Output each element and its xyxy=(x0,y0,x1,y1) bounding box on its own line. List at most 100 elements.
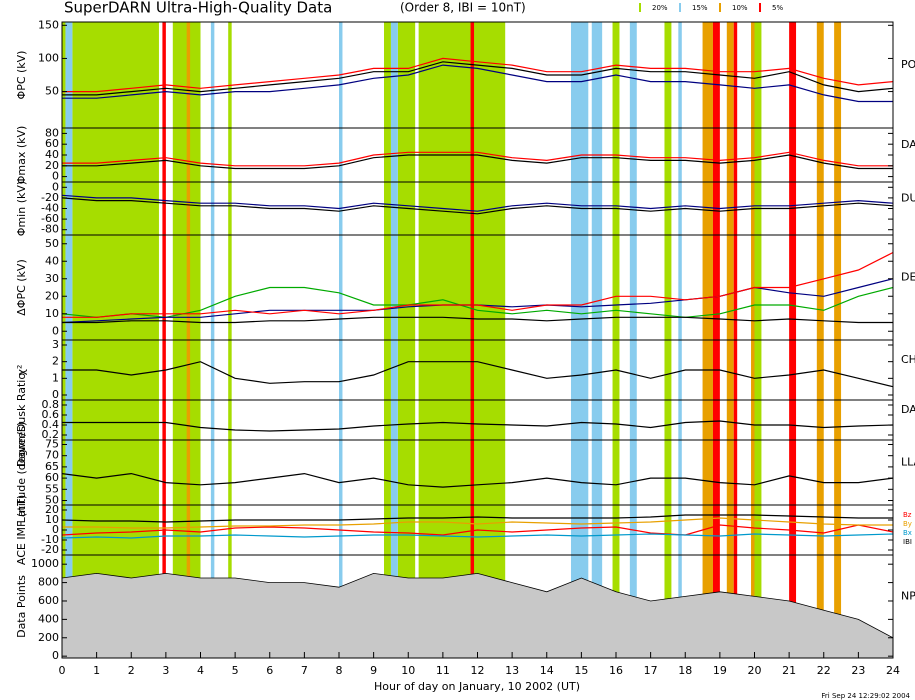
y-axis-label: ΔΦPC (kV) xyxy=(15,259,28,315)
chart-subtitle: (Order 8, IBI = 10nT) xyxy=(400,1,526,15)
panel xyxy=(61,194,894,215)
y-tick-label: -10 xyxy=(41,533,59,546)
y-tick-label: 200 xyxy=(38,631,59,644)
y-tick-label: 50 xyxy=(45,237,59,250)
series-line xyxy=(61,514,893,523)
y-axis-label: ACE IMF (nT) xyxy=(15,495,28,565)
series-line xyxy=(61,524,894,536)
y-tick-label: 60 xyxy=(45,471,59,484)
x-tick-label: 15 xyxy=(574,664,588,677)
y-tick-label: 10 xyxy=(45,307,59,320)
right-label: DAY xyxy=(901,138,915,151)
y-tick-label: 75 xyxy=(45,437,59,450)
y-tick-label: 55 xyxy=(45,482,59,495)
y-tick-label: 20 xyxy=(45,289,59,302)
y-tick-label: -20 xyxy=(41,191,59,204)
right-label: DU xyxy=(901,192,915,205)
x-tick-label: 0 xyxy=(59,664,66,677)
y-axis-label: Latitude (degrees) xyxy=(15,422,28,524)
y-axis-label: Φmax (kV) xyxy=(15,126,28,185)
y-tick-label: 50 xyxy=(45,494,59,507)
right-label: DAY xyxy=(901,403,915,416)
y-tick-label: 0.2 xyxy=(42,428,60,441)
series-line xyxy=(62,57,894,93)
legend-label: 10% xyxy=(732,4,748,12)
area xyxy=(61,572,894,659)
y-tick-label: 800 xyxy=(38,576,59,589)
x-tick-label: 7 xyxy=(301,664,308,677)
right-label: DE xyxy=(901,271,915,284)
y-tick-label: 20 xyxy=(45,159,59,172)
y-tick-label: 1 xyxy=(52,371,59,384)
x-tick-label: 8 xyxy=(336,664,343,677)
legend-label: Bx xyxy=(903,529,912,537)
panel xyxy=(62,361,894,388)
y-tick-label: 0.4 xyxy=(42,418,60,431)
y-tick-label: 0.6 xyxy=(42,408,60,421)
x-tick-label: 22 xyxy=(817,664,831,677)
series-line xyxy=(62,420,894,432)
y-tick-label: 0 xyxy=(52,388,59,401)
series-line xyxy=(62,64,893,103)
x-tick-label: 18 xyxy=(678,664,692,677)
y-tick-label: 50 xyxy=(45,85,59,98)
y-tick-label: 65 xyxy=(45,460,59,473)
panel xyxy=(62,420,894,432)
x-tick-label: 24 xyxy=(886,664,900,677)
y-tick-label: 1000 xyxy=(31,557,59,570)
series-line xyxy=(62,251,894,318)
x-tick-label: 11 xyxy=(436,664,450,677)
legend-label: 20% xyxy=(652,4,668,12)
y-tick-label: -20 xyxy=(41,543,59,556)
panel xyxy=(61,514,894,539)
y-axis-label: Data Points xyxy=(15,575,28,638)
y-axis-label: Φmin (kV) xyxy=(15,181,28,236)
y-tick-label: 400 xyxy=(38,612,59,625)
series-line xyxy=(61,533,894,539)
x-tick-label: 1 xyxy=(93,664,100,677)
x-tick-label: 19 xyxy=(713,664,727,677)
legend-label: 5% xyxy=(772,4,783,12)
series-line xyxy=(62,154,893,170)
x-tick-label: 4 xyxy=(197,664,204,677)
panel xyxy=(62,57,894,103)
right-label: CH xyxy=(901,353,915,366)
y-tick-label: 0.8 xyxy=(42,398,60,411)
x-tick-label: 5 xyxy=(232,664,239,677)
panel xyxy=(61,472,894,488)
y-tick-label: 2 xyxy=(52,355,59,368)
y-tick-label: 3 xyxy=(52,338,59,351)
right-label: PO xyxy=(901,58,915,71)
y-tick-label: 60 xyxy=(45,137,59,150)
x-tick-label: 21 xyxy=(782,664,796,677)
legend-label: By xyxy=(903,520,912,528)
y-tick-label: 20 xyxy=(45,503,59,516)
panel xyxy=(62,151,893,170)
y-tick-label: 0 xyxy=(52,170,59,183)
chart-title: SuperDARN Ultra-High-Quality Data xyxy=(64,0,332,17)
x-tick-label: 12 xyxy=(471,664,485,677)
x-tick-label: 14 xyxy=(540,664,554,677)
series-line xyxy=(61,472,894,488)
right-label: LLA xyxy=(901,456,915,469)
x-axis-label: Hour of day on January, 10 2002 (UT) xyxy=(374,680,580,693)
y-tick-label: 0 xyxy=(52,324,59,337)
y-tick-label: -60 xyxy=(41,212,59,225)
series-line xyxy=(61,197,894,215)
y-tick-label: 70 xyxy=(45,449,59,462)
panel xyxy=(61,572,894,659)
series-line xyxy=(61,194,894,212)
x-tick-label: 23 xyxy=(851,664,865,677)
y-tick-label: 40 xyxy=(45,254,59,267)
y-axis-label: χ² xyxy=(15,365,28,376)
y-tick-label: 600 xyxy=(38,594,59,607)
y-tick-label: -80 xyxy=(41,223,59,236)
y-tick-label: 150 xyxy=(38,18,59,31)
y-axis-label: Dawn/Dusk Ratio xyxy=(15,373,28,467)
x-tick-label: 20 xyxy=(748,664,762,677)
series-line xyxy=(62,61,894,96)
y-tick-label: 0 xyxy=(52,649,59,662)
legend-label: IBI xyxy=(903,538,912,546)
series-line xyxy=(62,151,893,167)
